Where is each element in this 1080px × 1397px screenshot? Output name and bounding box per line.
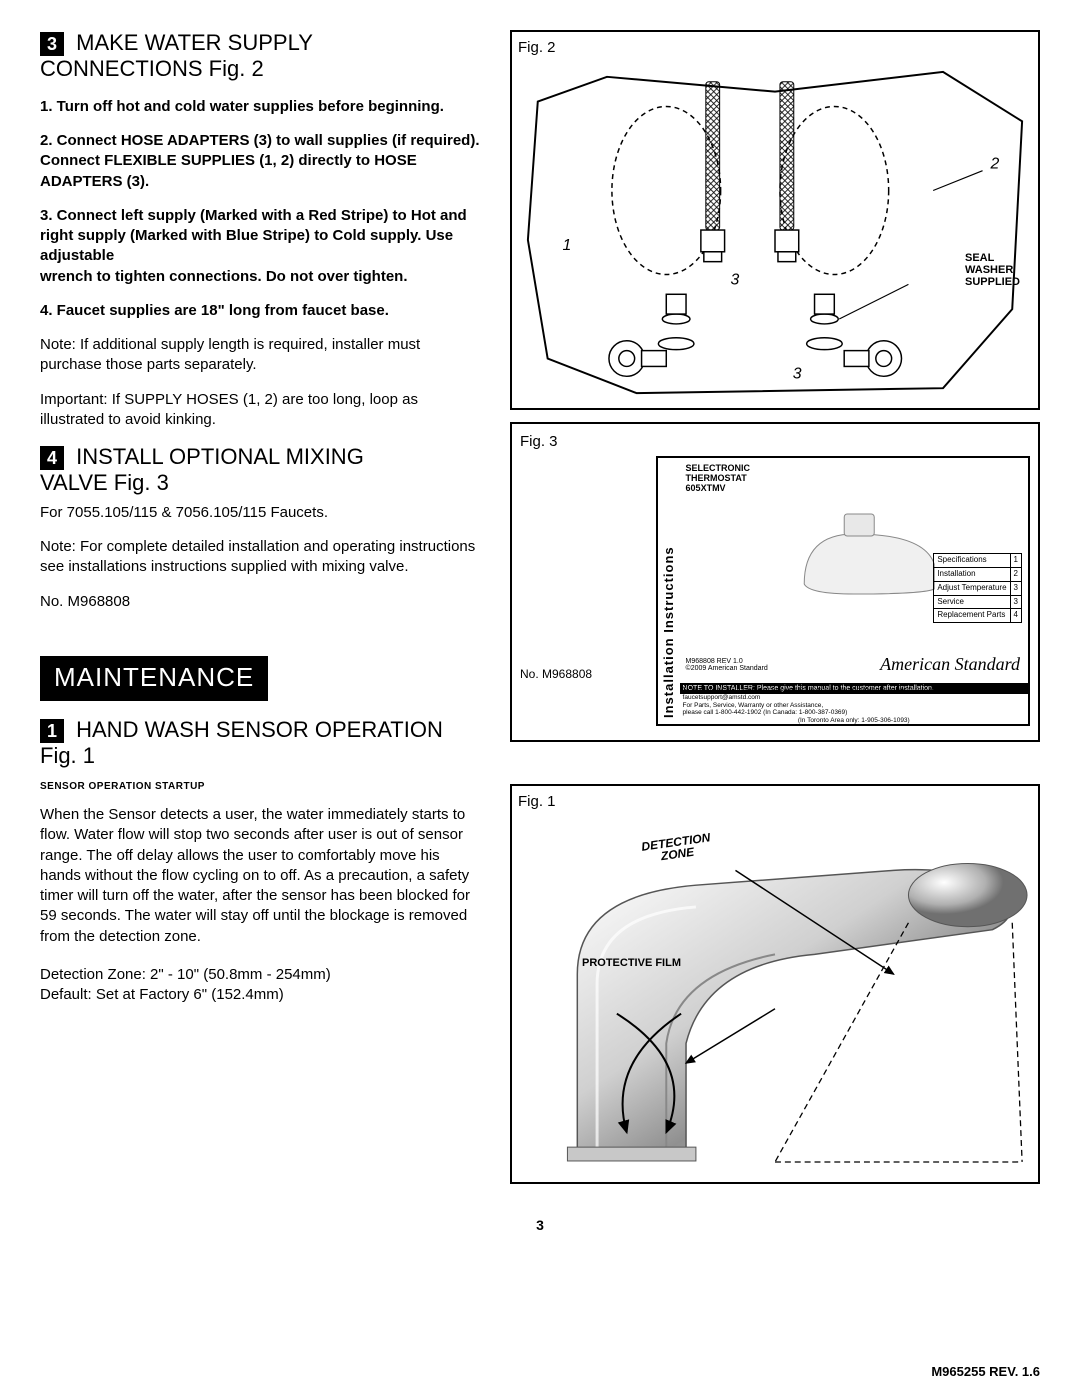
figure-3: Fig. 3 No. M968808 Installation Instruct… [510,422,1040,742]
right-column: Fig. 2 [510,30,1040,1196]
section-3-steps: 1. Turn off hot and cold water supplies … [40,97,480,430]
page-number: 3 [40,1216,1040,1235]
figure-1: Fig. 1 [510,784,1040,1184]
section-4-partno: No. M968808 [40,592,480,612]
fig2-label: Fig. 2 [518,38,1032,58]
section-3-title: 3 MAKE WATER SUPPLY CONNECTIONS Fig. 2 [40,30,480,83]
step-3: 3. Connect left supply (Marked with a Re… [40,206,480,287]
fig1-label: Fig. 1 [518,792,1032,812]
svg-text:3: 3 [731,272,740,289]
left-column: 3 MAKE WATER SUPPLY CONNECTIONS Fig. 2 1… [40,30,480,1196]
fig1-diagram [518,816,1032,1172]
step-2: 2. Connect HOSE ADAPTERS (3) to wall sup… [40,131,480,192]
fig2-callout: SEAL WASHER SUPPLIED [965,252,1020,288]
maintenance-tiny: SENSOR OPERATION STARTUP [40,780,480,794]
fig3-label: Fig. 3 [520,432,1030,452]
fig2-diagram: 1 3 3 2 [518,62,1032,398]
note-supply-length: Note: If additional supply length is req… [40,335,480,376]
svg-text:2: 2 [989,156,999,173]
note-hose-loop: Important: If SUPPLY HOSES (1, 2) are to… [40,390,480,431]
fig3-table: Specifications1Installation2Adjust Tempe… [933,553,1022,623]
step-number-3: 3 [40,32,64,56]
fig3-vertical-title: Installation Instructions [658,458,680,724]
default-spec: Default: Set at Factory 6" (152.4mm) [40,985,480,1005]
section-4-note: Note: For complete detailed installation… [40,537,480,578]
brand-script: American Standard [880,652,1020,676]
fig1-film-label: PROTECTIVE FILM [582,956,681,971]
step-1: 1. Turn off hot and cold water supplies … [40,97,480,117]
svg-text:1: 1 [562,237,571,254]
detection-zone-spec: Detection Zone: 2" - 10" (50.8mm - 254mm… [40,965,480,985]
revision-code: M965255 REV. 1.6 [931,1363,1040,1381]
step-number-4: 4 [40,446,64,470]
section-4-subtitle: For 7055.105/115 & 7056.105/115 Faucets. [40,503,480,523]
fig3-partno: No. M968808 [520,666,650,682]
maintenance-header: MAINTENANCE [40,656,268,701]
maintenance-body: When the Sensor detects a user, the wate… [40,805,480,947]
section-4-title: 4 INSTALL OPTIONAL MIXING VALVE Fig. 3 [40,444,480,497]
svg-text:3: 3 [793,366,802,383]
step-number-1: 1 [40,719,64,743]
maintenance-title: 1 HAND WASH SENSOR OPERATION Fig. 1 [40,717,480,770]
figure-2: Fig. 2 [510,30,1040,410]
step-4: 4. Faucet supplies are 18" long from fau… [40,301,480,321]
